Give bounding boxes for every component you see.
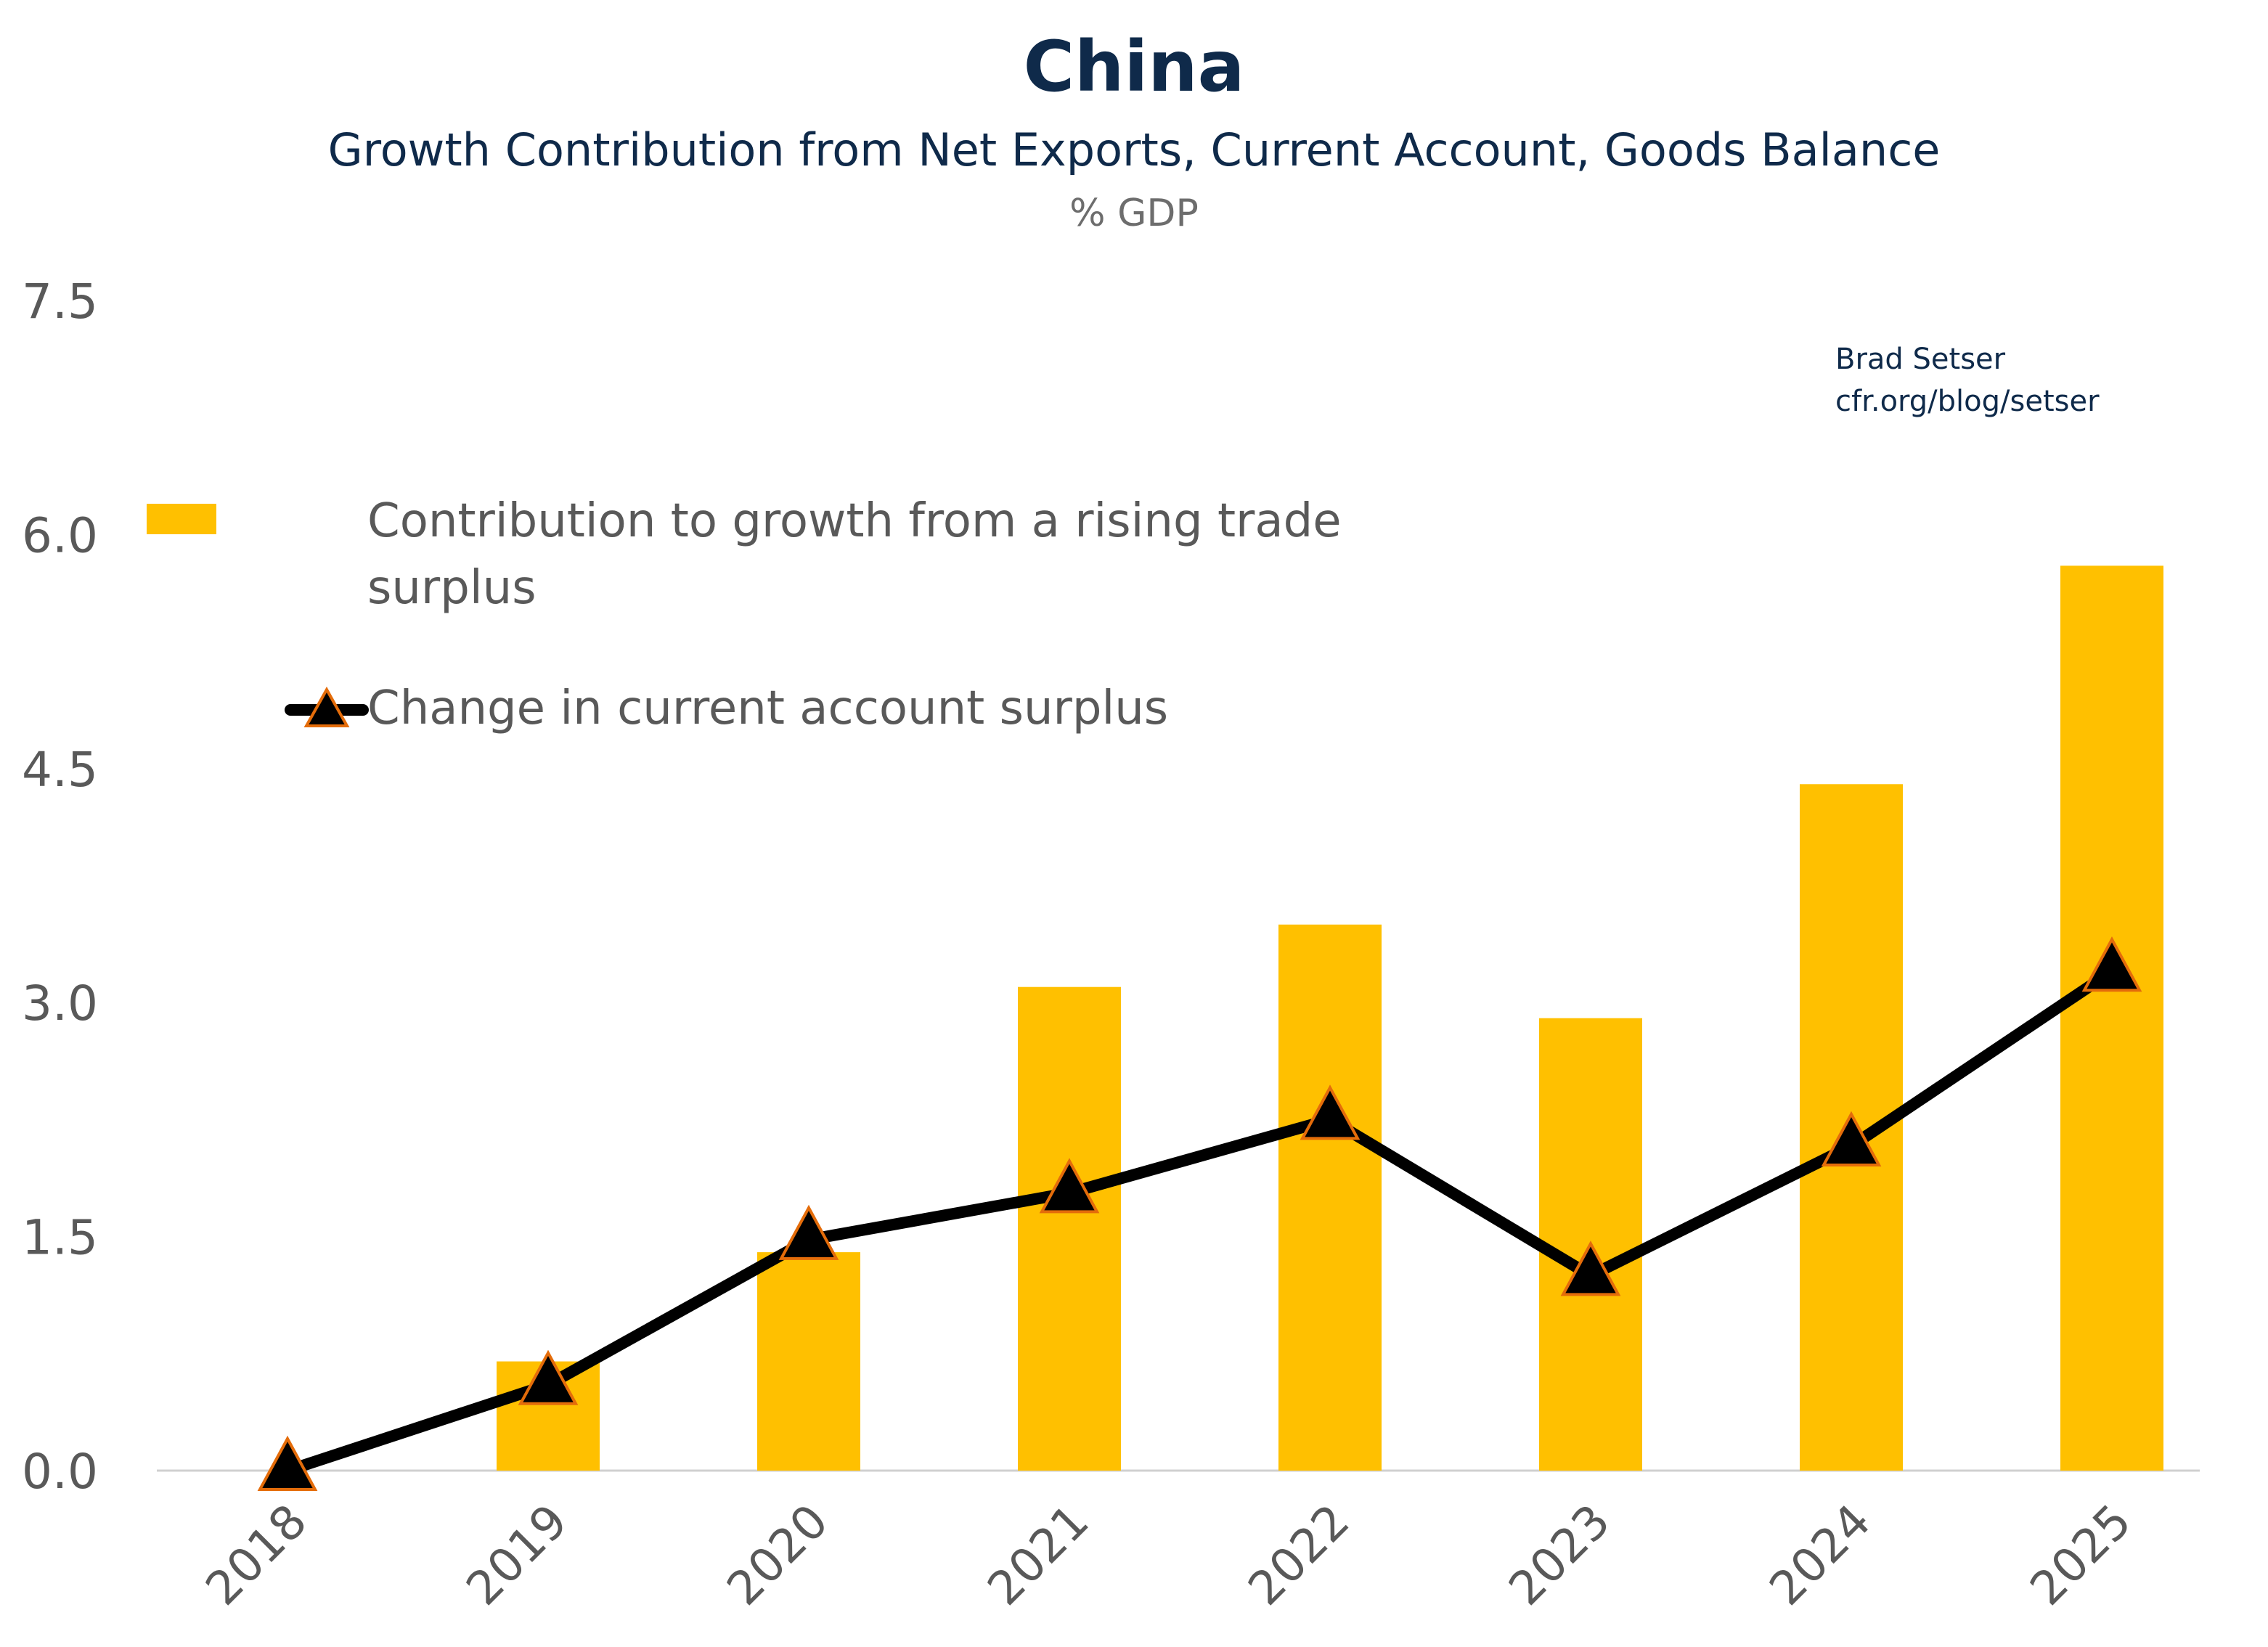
bar-2021	[1018, 986, 1121, 1471]
legend-bar-label: Contribution to growth from a rising tra…	[367, 494, 1342, 615]
bar-2022	[1278, 924, 1382, 1471]
line-series	[285, 966, 2116, 1476]
credit-url: cfr.org/blog/setser	[1835, 385, 2100, 418]
credit-author: Brad Setser	[1835, 343, 2006, 376]
x-tick-label: 2021	[978, 1495, 1099, 1616]
x-tick-label: 2020	[717, 1495, 839, 1616]
chart-unit: % GDP	[1069, 192, 1199, 235]
y-tick-label: 1.5	[22, 1210, 98, 1266]
y-tick-label: 6.0	[22, 507, 98, 563]
line-marker-2019	[518, 1349, 579, 1405]
line-marker-2021	[1039, 1158, 1100, 1214]
line-marker-2025	[2081, 936, 2142, 992]
x-tick-label: 2023	[1499, 1495, 1620, 1616]
y-tick-labels: 0.0 1.5 3.0 4.5 6.0 7.5	[22, 274, 98, 1500]
y-tick-label: 4.5	[22, 742, 98, 798]
y-tick-label: 0.0	[22, 1444, 98, 1500]
bar-2020	[757, 1252, 860, 1471]
legend-bar-swatch	[147, 504, 216, 534]
line-marker-2022	[1300, 1084, 1361, 1140]
legend-line-sample	[285, 686, 369, 727]
y-tick-label: 3.0	[22, 976, 98, 1031]
x-tick-label: 2018	[196, 1495, 317, 1616]
line-markers	[257, 936, 2142, 1491]
chart-title: China	[1023, 26, 1245, 107]
bar-2025	[2060, 565, 2163, 1471]
y-tick-label: 7.5	[22, 274, 98, 330]
x-tick-label: 2019	[457, 1495, 578, 1616]
line-marker-2020	[778, 1204, 839, 1260]
line-marker-2023	[1560, 1241, 1621, 1296]
line-marker-2018	[257, 1435, 318, 1491]
legend-line-label: Change in current account surplus	[367, 682, 1169, 735]
x-tick-label: 2022	[1239, 1495, 1360, 1616]
chart-subtitle: Growth Contribution from Net Exports, Cu…	[327, 123, 1941, 176]
x-tick-label: 2024	[1760, 1495, 1881, 1616]
x-tick-labels: 2018 2019 2020 2021 2022 2023 2024 2025	[196, 1495, 2142, 1616]
credit-block: Brad Setser cfr.org/blog/setser	[1835, 338, 2100, 422]
line-marker-2024	[1821, 1111, 1882, 1166]
x-tick-label: 2025	[2020, 1495, 2142, 1616]
